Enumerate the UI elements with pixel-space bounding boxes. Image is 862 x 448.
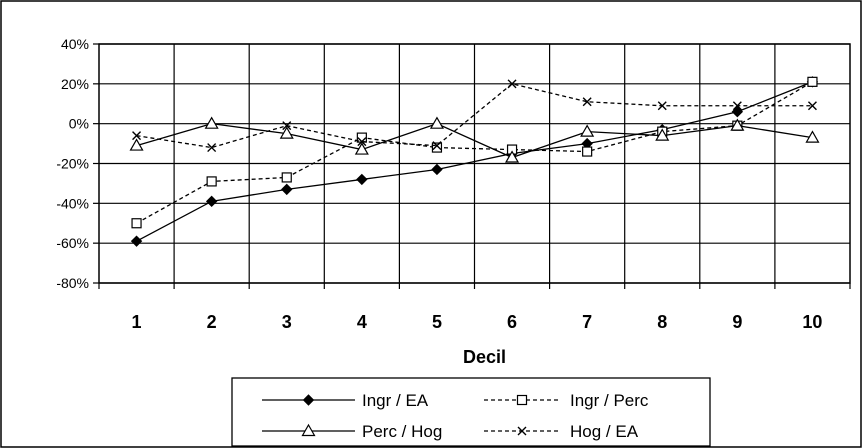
legend-item: Ingr / Perc bbox=[484, 391, 649, 410]
data-point bbox=[582, 146, 593, 157]
data-point bbox=[807, 101, 817, 111]
data-point bbox=[204, 116, 219, 129]
data-point bbox=[657, 101, 667, 111]
x-axis-title: Decil bbox=[463, 347, 506, 367]
series-lines bbox=[129, 76, 820, 247]
legend-marker bbox=[302, 394, 315, 406]
data-point bbox=[130, 235, 143, 247]
x-tick-label: 2 bbox=[207, 312, 217, 332]
data-point bbox=[432, 141, 442, 151]
legend-marker bbox=[516, 394, 528, 406]
data-point bbox=[431, 142, 443, 153]
data-point bbox=[357, 137, 367, 147]
x-tick-label: 6 bbox=[507, 312, 517, 332]
legend-label: Hog / EA bbox=[570, 422, 639, 441]
data-point bbox=[807, 76, 818, 87]
legend-label: Perc / Hog bbox=[362, 422, 442, 441]
series-line bbox=[136, 81, 813, 224]
y-tick-label: 0% bbox=[69, 116, 89, 132]
y-axis-ticks: -80% -60% -40% -20% 0% 20% 40% bbox=[56, 36, 99, 291]
data-point bbox=[132, 131, 142, 141]
series-4 bbox=[132, 79, 817, 153]
y-tick-label: 40% bbox=[61, 36, 89, 52]
data-point bbox=[206, 176, 217, 187]
x-tick-label: 5 bbox=[432, 312, 442, 332]
series-line bbox=[136, 122, 813, 159]
data-point bbox=[582, 97, 592, 107]
data-point bbox=[205, 195, 218, 208]
x-axis-ticks: 1 2 3 4 5 6 7 8 9 10 bbox=[98, 283, 851, 332]
x-tick-label: 1 bbox=[132, 312, 142, 332]
data-point bbox=[580, 124, 595, 137]
x-tick-label: 10 bbox=[802, 312, 822, 332]
x-tick-label: 7 bbox=[582, 312, 592, 332]
legend-label: Ingr / EA bbox=[362, 391, 429, 410]
series-line bbox=[136, 83, 813, 149]
x-tick-label: 3 bbox=[282, 312, 292, 332]
legend-marker bbox=[301, 423, 316, 437]
series-line bbox=[136, 81, 813, 242]
data-point bbox=[505, 150, 520, 163]
data-point bbox=[429, 116, 444, 129]
y-tick-label: -40% bbox=[56, 195, 89, 211]
x-tick-label: 8 bbox=[657, 312, 667, 332]
y-tick-label: -20% bbox=[56, 156, 89, 172]
data-point bbox=[279, 126, 294, 139]
data-point bbox=[354, 142, 369, 155]
data-point bbox=[282, 121, 292, 131]
legend-item: Hog / EA bbox=[484, 422, 639, 441]
data-point bbox=[356, 173, 368, 186]
data-point bbox=[730, 118, 745, 131]
y-tick-label: 20% bbox=[61, 76, 89, 92]
y-tick-label: -60% bbox=[56, 235, 89, 251]
legend-label: Ingr / Perc bbox=[570, 391, 649, 410]
data-point bbox=[507, 79, 517, 89]
legend-marker bbox=[517, 426, 527, 436]
x-tick-label: 4 bbox=[357, 312, 367, 332]
data-point bbox=[207, 143, 217, 153]
data-point bbox=[281, 172, 292, 183]
data-point bbox=[129, 138, 144, 151]
data-point bbox=[655, 128, 670, 141]
data-point bbox=[131, 218, 142, 229]
series-3 bbox=[129, 116, 820, 163]
data-point bbox=[732, 101, 742, 111]
data-point bbox=[281, 183, 293, 196]
legend-item: Perc / Hog bbox=[262, 422, 442, 441]
data-point bbox=[805, 130, 820, 143]
legend-item: Ingr / EA bbox=[262, 391, 429, 410]
y-tick-label: -80% bbox=[56, 275, 89, 291]
legend: Ingr / EA Ingr / Perc Perc / Hog Hog / EA bbox=[231, 377, 711, 447]
x-tick-label: 9 bbox=[732, 312, 742, 332]
data-point bbox=[431, 163, 443, 176]
legend-box bbox=[231, 377, 711, 447]
